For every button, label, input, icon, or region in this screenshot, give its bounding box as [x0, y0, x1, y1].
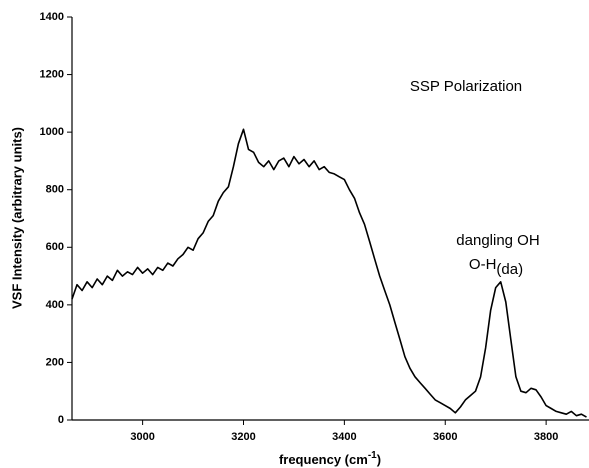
y-tick-label: 200: [46, 356, 64, 368]
x-tick-label: 3400: [332, 431, 356, 443]
x-axis-label-text: frequency (cm: [279, 452, 368, 467]
x-axis-label-sup: -1: [368, 450, 377, 461]
y-tick-label: 0: [58, 414, 64, 426]
annotation-sub: (da): [496, 261, 523, 278]
x-axis-label: frequency (cm-1): [279, 450, 381, 468]
x-tick-label: 3000: [130, 431, 154, 443]
y-tick-label: 400: [46, 299, 64, 311]
x-tick-label: 3600: [433, 431, 457, 443]
annotation: dangling OH: [456, 232, 539, 249]
y-tick-label: 800: [46, 184, 64, 196]
y-tick-label: 1400: [40, 11, 64, 23]
annotation: SSP Polarization: [410, 78, 522, 95]
spectrum-line: [71, 128, 587, 418]
y-tick-label: 600: [46, 241, 64, 253]
y-tick-label: 1000: [40, 126, 64, 138]
x-tick-label: 3800: [534, 431, 558, 443]
y-axis-label: VSF Intensity (arbitrary units): [9, 127, 24, 309]
annotation: O-H(da): [469, 256, 523, 278]
annotation-text: O-H: [469, 256, 497, 273]
y-tick-label: 1200: [40, 68, 64, 80]
x-tick-label: 3200: [231, 431, 255, 443]
x-axis-label-end: ): [377, 452, 381, 467]
